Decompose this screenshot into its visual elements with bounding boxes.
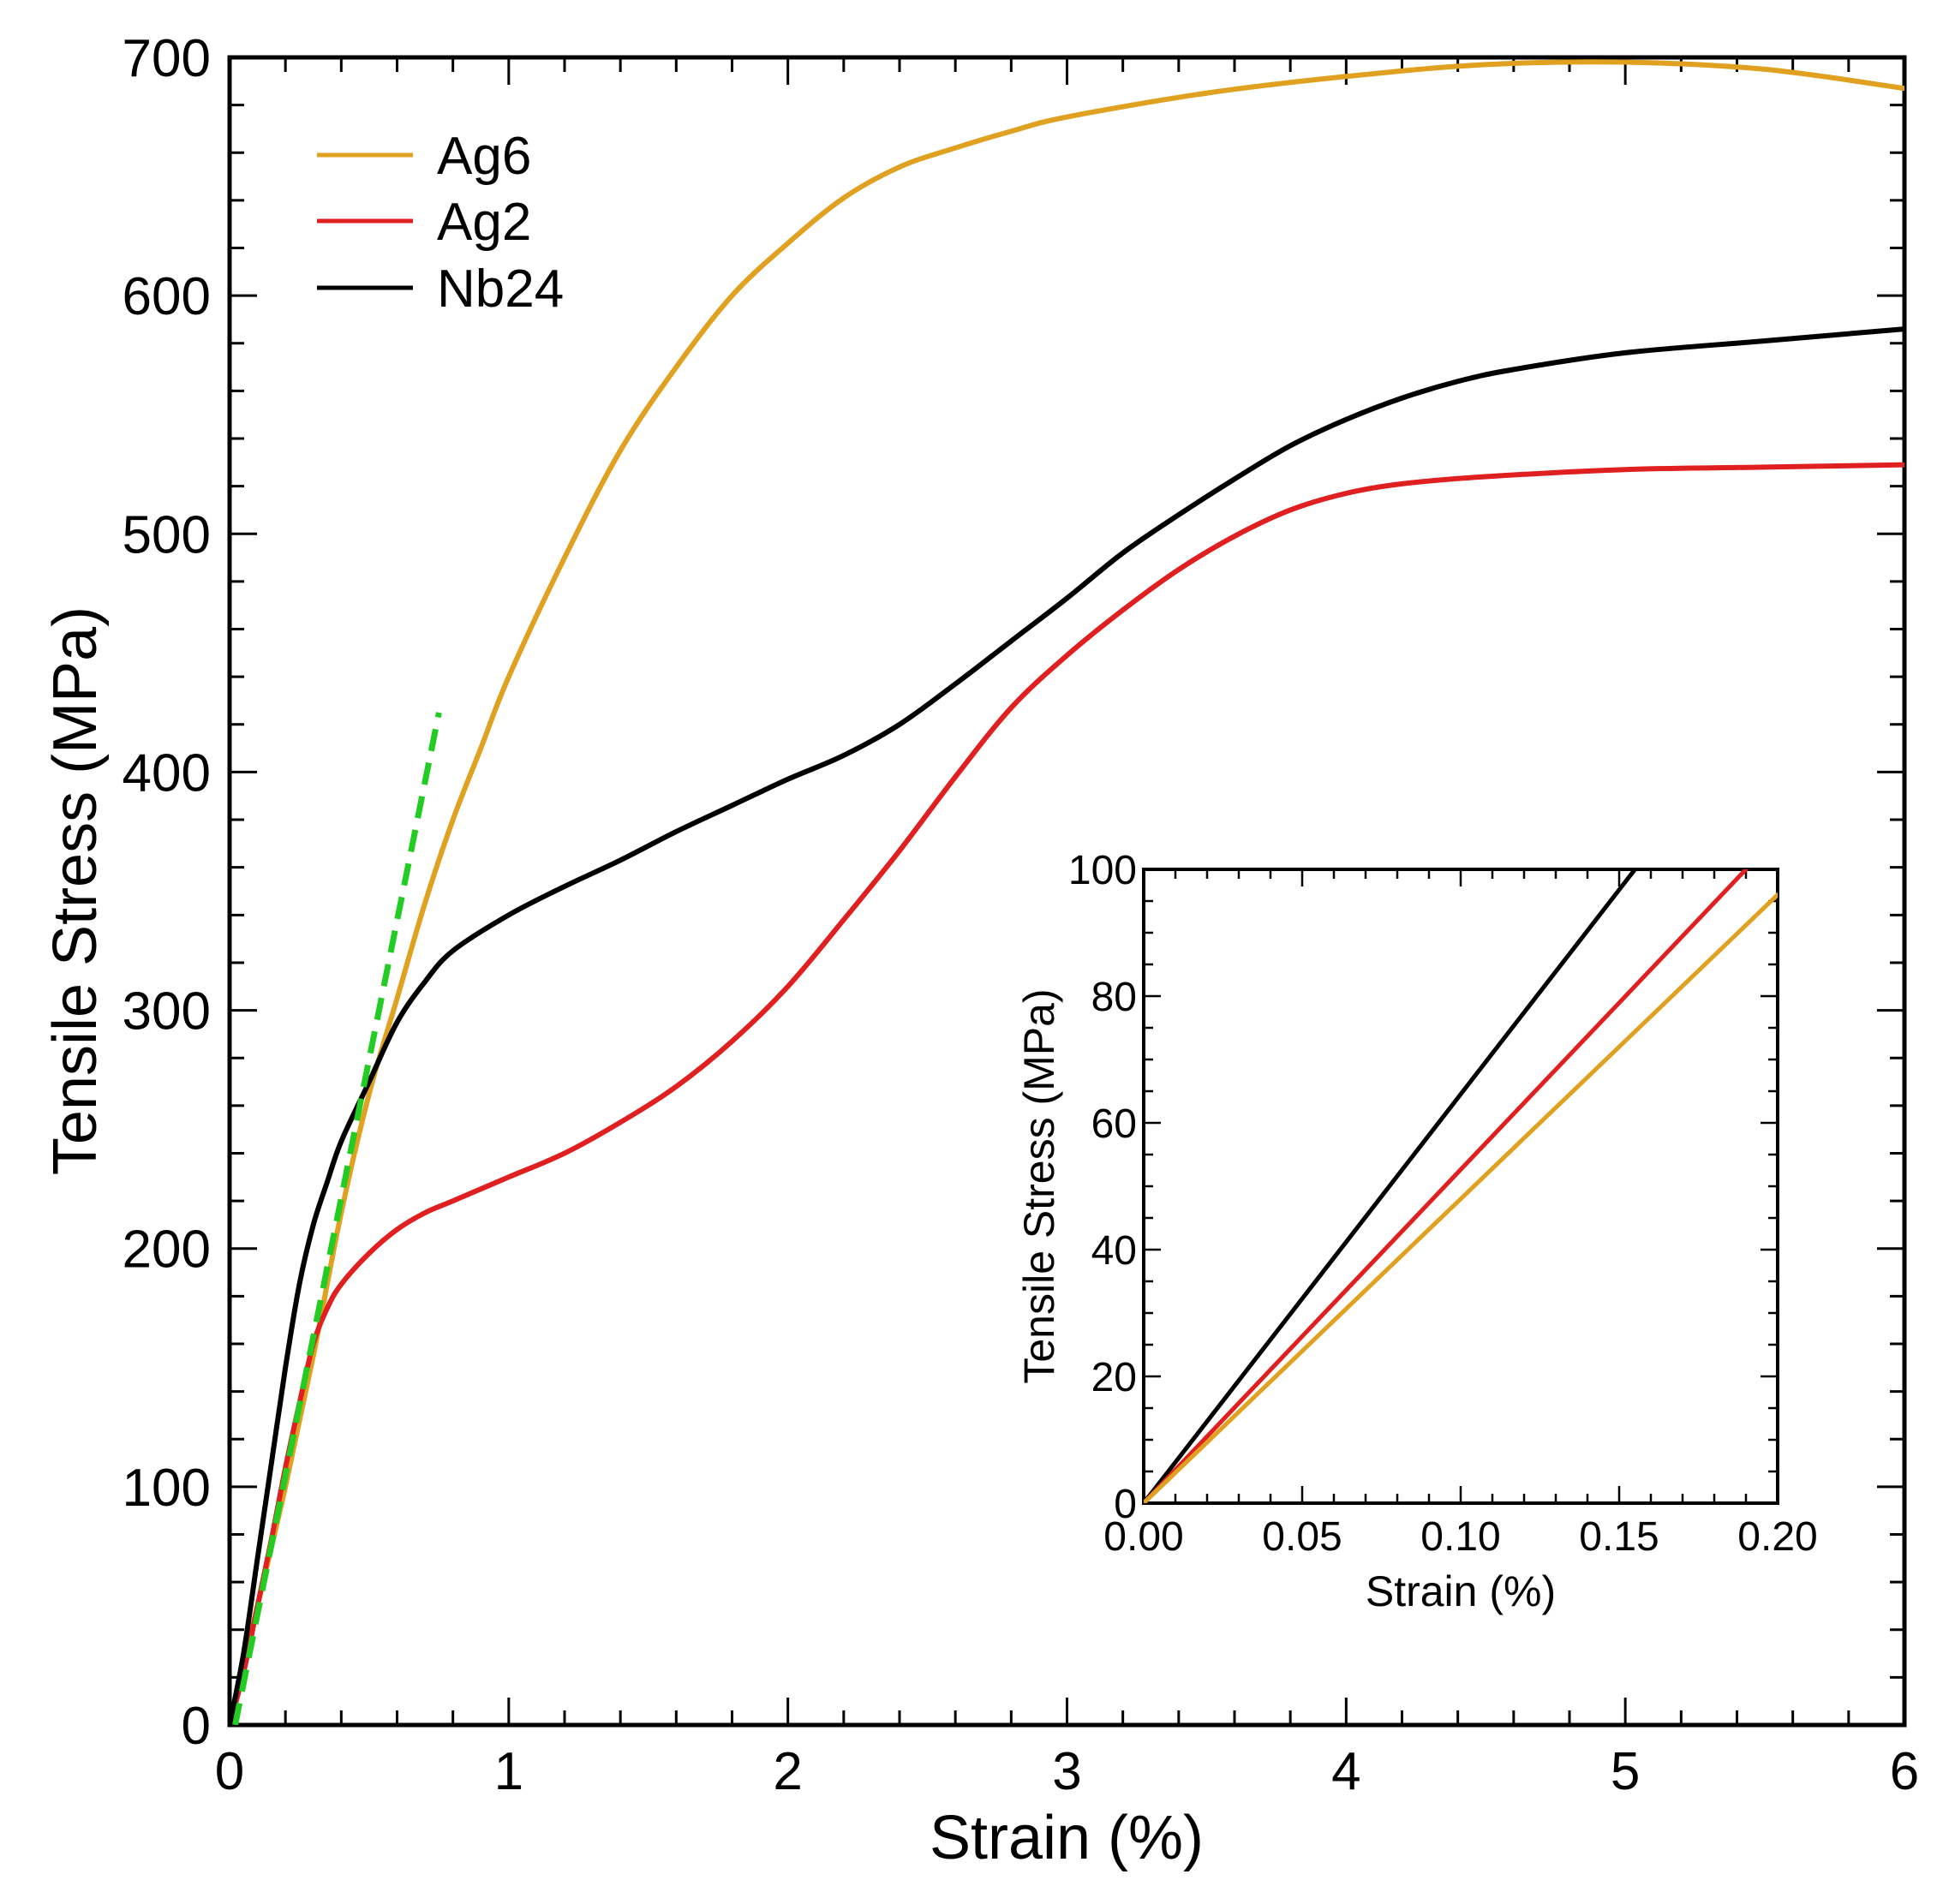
main-y-tick-label: 700 xyxy=(123,29,211,88)
main-x-tick-label: 5 xyxy=(1611,1742,1640,1801)
main-x-tick-label: 1 xyxy=(494,1742,523,1801)
inset-y-axis-title: Tensile Stress (MPa) xyxy=(1015,988,1063,1383)
inset-series-ag6 xyxy=(1144,892,1778,1503)
inset-y-tick-label: 100 xyxy=(1068,848,1137,893)
main-elastic-fit-dashed-line xyxy=(232,712,442,1725)
main-x-axis-title: Strain (%) xyxy=(930,1804,1204,1872)
main-y-axis-title: Tensile Stress (MPa) xyxy=(41,606,110,1175)
main-x-tick-label: 6 xyxy=(1890,1742,1919,1801)
main-y-tick-label: 200 xyxy=(123,1221,211,1280)
inset-background xyxy=(1144,869,1778,1503)
inset-chart: 0.00 0.05 0.10 0.15 0.20 0 20 40 60 80 100 Strain… xyxy=(1015,848,1818,1615)
legend-label-ag2: Ag2 xyxy=(437,193,531,252)
main-y-tick-labels: 0 100 200 300 400 500 600 700 xyxy=(123,29,211,1756)
inset-ticks xyxy=(1142,868,1779,1505)
inset-y-tick-labels: 0 20 40 60 80 100 xyxy=(1068,848,1137,1527)
main-ticks xyxy=(228,56,1906,1727)
legend-label-ag6: Ag6 xyxy=(437,127,531,186)
inset-y-tick-label: 80 xyxy=(1091,975,1137,1020)
main-y-tick-label: 400 xyxy=(123,743,211,803)
inset-y-tick-label: 20 xyxy=(1091,1355,1137,1400)
main-x-tick-label: 3 xyxy=(1052,1742,1081,1801)
inset-series-ag2 xyxy=(1144,869,1749,1503)
inset-y-tick-label: 40 xyxy=(1091,1228,1137,1274)
inset-series-nb24 xyxy=(1144,869,1637,1503)
main-y-tick-label: 500 xyxy=(123,505,211,564)
main-x-tick-label: 2 xyxy=(773,1742,802,1801)
inset-x-tick-labels: 0.00 0.05 0.10 0.15 0.20 xyxy=(1103,1514,1817,1560)
main-series-nb24 xyxy=(230,326,1904,1725)
main-y-tick-label: 100 xyxy=(123,1459,211,1518)
inset-x-tick-label: 0.10 xyxy=(1420,1514,1500,1560)
inset-x-tick-label: 0.05 xyxy=(1262,1514,1342,1560)
inset-x-tick-label: 0.20 xyxy=(1737,1514,1817,1560)
main-y-tick-label: 600 xyxy=(123,267,211,326)
inset-series-group xyxy=(1144,869,1778,1503)
inset-x-tick-label: 0.00 xyxy=(1103,1514,1183,1560)
inset-x-axis-title: Strain (%) xyxy=(1366,1567,1556,1615)
inset-x-tick-label: 0.15 xyxy=(1579,1514,1659,1560)
legend-label-nb24: Nb24 xyxy=(437,260,564,319)
main-x-tick-label: 0 xyxy=(215,1742,244,1801)
legend: Ag6 Ag2 Nb24 xyxy=(317,127,564,319)
main-x-tick-labels: 0 1 2 3 4 5 6 xyxy=(215,1742,1919,1801)
main-y-tick-label: 300 xyxy=(123,982,211,1042)
main-series-group xyxy=(230,59,1904,1725)
inset-y-tick-label: 60 xyxy=(1091,1101,1137,1147)
main-x-tick-label: 4 xyxy=(1331,1742,1360,1801)
inset-y-tick-label: 0 xyxy=(1114,1482,1137,1527)
main-y-tick-label: 0 xyxy=(182,1697,211,1756)
